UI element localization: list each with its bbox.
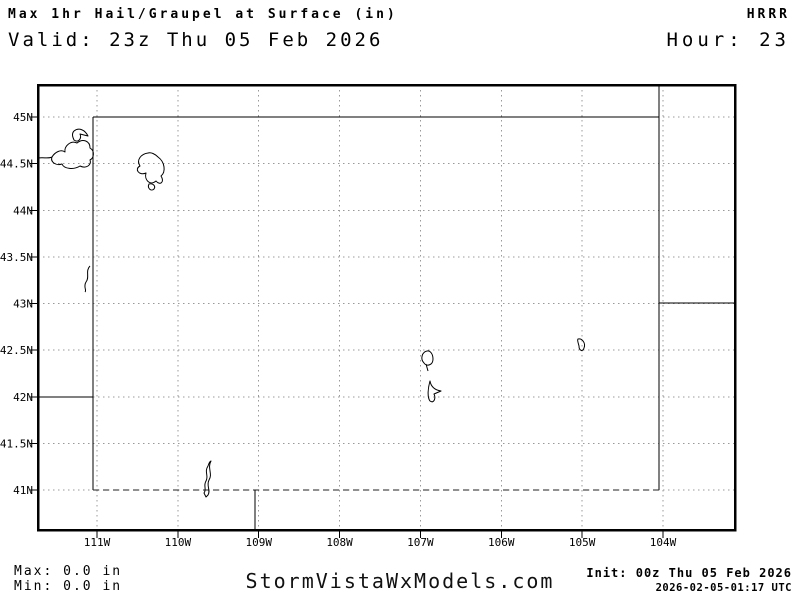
plot-frame	[36, 83, 737, 532]
footer-init: Init: 00z Thu 05 Feb 2026 2026-02-05-01:…	[586, 566, 792, 594]
lake-outlines	[37, 128, 585, 498]
x-tick-label: 106W	[488, 536, 515, 549]
y-tick-label: 42N	[13, 391, 33, 404]
header-right: HRRR Hour: 23	[666, 7, 790, 51]
x-tick-label: 104W	[650, 536, 677, 549]
x-tick-label: 111W	[84, 536, 111, 549]
state-borders	[38, 85, 735, 530]
field-max-label: Max: 0.0 in	[14, 564, 123, 579]
lake-outline-idaho-blob	[37, 140, 94, 169]
chart-title: Max 1hr Hail/Graupel at Surface (in)	[8, 7, 398, 22]
header-left: Max 1hr Hail/Graupel at Surface (in) Val…	[8, 7, 398, 51]
model-name-label: HRRR	[746, 7, 790, 22]
lake-outline-pathfinder	[421, 350, 434, 372]
y-tick-label: 43N	[13, 298, 33, 311]
y-tick-label: 41N	[13, 484, 33, 497]
generation-timestamp: 2026-02-05-01:17 UTC	[655, 582, 792, 594]
watermark: StormVistaWxModels.com	[245, 569, 555, 593]
valid-time-label: Valid: 23z Thu 05 Feb 2026	[8, 29, 384, 51]
lake-outline-seminoe	[427, 380, 442, 403]
lake-outline-yellowstone-arm	[148, 183, 156, 191]
axis-labels-layer: 111W 110W 109W 108W 107W 106W 105W 104W 45N 44.5N…	[0, 111, 677, 549]
lake-outline-glendo	[577, 338, 585, 351]
y-tick-label: 42.5N	[0, 344, 33, 357]
x-tick-label: 109W	[245, 536, 272, 549]
lake-outline-yellowstone	[136, 152, 165, 184]
footer-minmax: Max: 0.0 in Min: 0.0 in	[14, 564, 122, 594]
lake-outline-hebgen-hook	[72, 128, 89, 142]
reservoir-outline-flaming-gorge	[203, 460, 212, 498]
lake-outline-palisades	[84, 265, 91, 293]
x-tick-label: 110W	[165, 536, 192, 549]
y-tick-label: 44N	[13, 204, 33, 217]
x-tick-label: 108W	[326, 536, 353, 549]
field-min-label: Min: 0.0 in	[14, 579, 123, 594]
forecast-hour-label: Hour: 23	[666, 29, 790, 51]
x-tick-label: 105W	[569, 536, 596, 549]
x-tick-label: 107W	[407, 536, 434, 549]
axis-ticks-layer	[30, 116, 664, 538]
y-tick-label: 45N	[13, 111, 33, 124]
gridlines-layer	[38, 85, 735, 530]
init-time-label: Init: 00z Thu 05 Feb 2026	[586, 566, 792, 580]
y-tick-label: 44.5N	[0, 158, 33, 171]
y-tick-label: 43.5N	[0, 251, 33, 264]
y-tick-label: 41.5N	[0, 437, 33, 450]
